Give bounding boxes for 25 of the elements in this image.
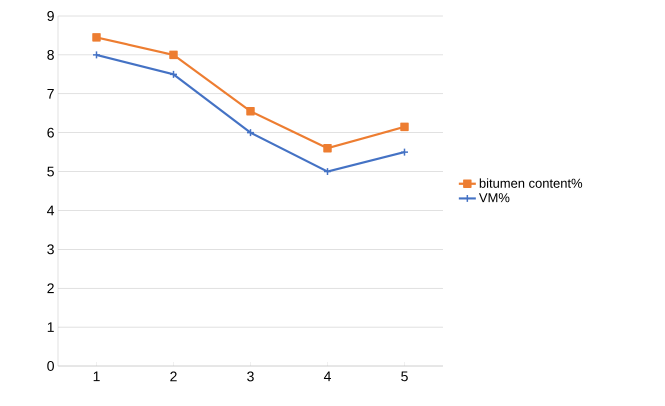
y-tick-label: 7 xyxy=(47,88,54,99)
legend-label: bitumen content% xyxy=(480,178,582,188)
x-tick-label: 3 xyxy=(247,372,254,382)
y-tick-label: 4 xyxy=(47,206,54,216)
point xyxy=(246,107,255,116)
point xyxy=(323,167,332,176)
point xyxy=(323,144,332,152)
x-tick-label: 2 xyxy=(170,372,177,382)
y-tick-label: 3 xyxy=(47,244,54,254)
y-tick-label: 6 xyxy=(47,128,54,138)
y-tick-label: 1 xyxy=(48,322,54,332)
point xyxy=(169,50,178,60)
y-tick-label: 2 xyxy=(47,283,54,294)
point xyxy=(400,122,409,132)
point xyxy=(246,128,255,137)
x-tick-label: 1 xyxy=(94,372,100,382)
point xyxy=(92,33,101,42)
legend-label: VM% xyxy=(478,193,510,202)
y-tick-label: 9 xyxy=(47,11,54,21)
y-tick-label: 5 xyxy=(47,166,54,176)
x-tick-label: 5 xyxy=(401,372,408,382)
y-tick-label: 0 xyxy=(47,361,54,371)
x-tick-label: 4 xyxy=(324,372,331,382)
point xyxy=(169,70,178,79)
y-tick-label: 8 xyxy=(47,50,54,60)
